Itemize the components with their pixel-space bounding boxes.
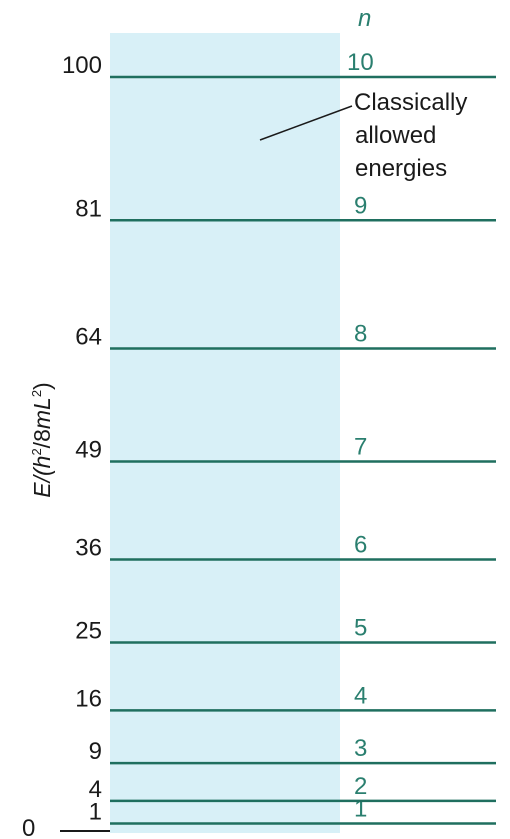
energy-tick-label-n6: 36 — [75, 535, 102, 562]
quantum-number-header: n — [358, 5, 371, 32]
quantum-number-label-n4: 4 — [354, 682, 367, 709]
annotation-line-3: energies — [355, 155, 447, 182]
y-axis-label: E/(h2/8mL2) — [29, 382, 55, 497]
energy-tick-label-n10: 100 — [62, 52, 102, 79]
quantum-number-label-n1: 1 — [354, 795, 367, 822]
energy-tick-label-n7: 49 — [75, 437, 102, 464]
quantum-number-label-n7: 7 — [354, 434, 367, 461]
annotation-line-2: allowed — [355, 122, 436, 149]
quantum-number-label-n10: 10 — [347, 49, 374, 76]
energy-tick-label-n3: 9 — [89, 738, 102, 765]
annotation-line-1: Classically — [354, 89, 467, 116]
energy-tick-label-n1: 1 — [89, 798, 102, 825]
quantum-number-label-n8: 8 — [354, 320, 367, 347]
quantum-number-label-n2: 2 — [354, 773, 367, 800]
energy-tick-label-n4: 16 — [75, 685, 102, 712]
classically-allowed-region — [110, 33, 340, 833]
energy-tick-label-n5: 25 — [75, 618, 102, 645]
energy-tick-label-n8: 64 — [75, 323, 102, 350]
quantum-number-label-n9: 9 — [354, 192, 367, 219]
quantum-number-label-n5: 5 — [354, 615, 367, 642]
quantum-number-label-n3: 3 — [354, 735, 367, 762]
zero-energy-label: 0 — [22, 815, 35, 839]
energy-tick-label-n9: 81 — [75, 195, 102, 222]
annotation-leader-line — [259, 105, 353, 141]
quantum-number-label-n6: 6 — [354, 532, 367, 559]
energy-tick-label-n2: 4 — [89, 776, 102, 803]
